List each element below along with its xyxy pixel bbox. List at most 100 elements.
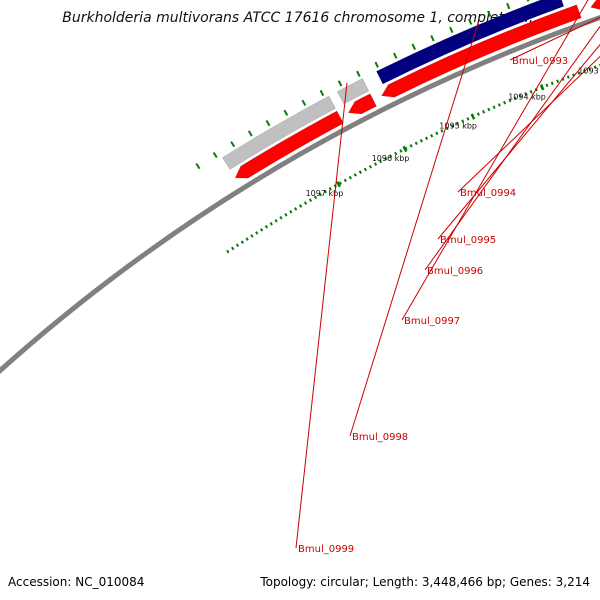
scale-dot	[394, 151, 398, 156]
scale-dot	[466, 117, 470, 121]
outer-scale-tick	[356, 70, 361, 78]
scale-dot	[430, 133, 434, 138]
outer-scale-tick	[337, 80, 343, 87]
outer-scale-tick	[301, 99, 307, 106]
gene-label: Bmul_0996	[427, 266, 483, 277]
scale-dot	[259, 228, 264, 232]
scale-dot	[440, 129, 444, 133]
scale-tick	[470, 113, 476, 120]
label-layer: Bmul_0993 Bmul_0994 Bmul_0995 Bmul_0996 Bmul…	[295, 0, 600, 555]
backbone-ring	[0, 15, 600, 375]
scale-dot	[303, 201, 308, 205]
scale-tick	[402, 145, 408, 153]
length-value: 3,448,466 bp	[421, 575, 502, 589]
outer-scale-tick	[468, 18, 473, 25]
cds-bmul-0998	[381, 4, 582, 98]
gene-label: Bmul_0998	[352, 432, 408, 443]
scale-tick-label: 1095 kbp	[439, 122, 477, 131]
scale-tick	[335, 180, 341, 188]
scale-dot	[235, 243, 240, 248]
scale-dot	[373, 162, 378, 166]
scale-dot	[313, 195, 318, 200]
scale-dot	[482, 110, 486, 114]
scale-dot	[348, 175, 352, 180]
sequence-stats: Topology: circular; Length: 3,448,466 bp…	[260, 575, 590, 589]
outer-scale-tick	[212, 151, 218, 159]
gene-label-leader	[509, 16, 600, 61]
scale-dot	[269, 222, 273, 226]
backbone-layer	[0, 15, 600, 375]
outer-scale-tick	[526, 0, 530, 2]
scale-dot	[240, 240, 244, 244]
gene-label: Bmul_0995	[440, 235, 496, 246]
scale-tick-label: 1093 kbp	[578, 66, 600, 75]
outer-scale-tick	[506, 2, 511, 10]
scale-dot	[231, 246, 235, 251]
scale-dot	[298, 204, 303, 208]
scale-dot	[518, 94, 522, 98]
scale-dot	[318, 192, 322, 197]
scale-dot	[353, 173, 357, 177]
outer-scale-tick	[430, 35, 435, 42]
accession-label: Accession:	[8, 575, 72, 589]
genes-value: 3,214	[555, 575, 590, 589]
scale-dot	[593, 65, 597, 69]
outer-scale-tick	[319, 89, 325, 97]
scale-dot	[435, 131, 439, 136]
scale-dot	[323, 189, 327, 194]
scale-dot	[363, 167, 367, 172]
outer-scale-tick	[195, 162, 201, 170]
scale-tick-label: 1096 kbp	[372, 154, 410, 163]
scale-dot	[328, 187, 332, 191]
scale-dot	[524, 92, 528, 96]
scale-dot	[476, 112, 480, 116]
length-label: Length:	[372, 575, 419, 589]
topology-value: circular	[320, 575, 365, 589]
scale-dot	[487, 107, 491, 112]
scale-dot	[226, 249, 230, 254]
outer-scale-tick	[265, 120, 271, 127]
scale-dot	[409, 144, 413, 148]
scale-dot	[308, 198, 313, 202]
gene-label-leader	[457, 55, 600, 193]
outer-scale-tick	[283, 109, 289, 116]
scale-dot	[245, 237, 249, 241]
scale-dot	[264, 224, 269, 229]
scale-dot	[529, 89, 533, 94]
cds-bmul-0997	[590, 0, 600, 10]
outer-scale-tick	[392, 52, 398, 59]
outer-scale-tick	[247, 130, 253, 137]
scale-dot	[358, 170, 362, 174]
cds-bmul-0999	[347, 93, 377, 115]
scale-dot	[284, 212, 288, 217]
gray-feature-bmul-1000	[221, 95, 336, 170]
scale-dot	[419, 138, 423, 143]
scale-dot	[343, 178, 347, 183]
scale-dot	[274, 218, 278, 223]
scale-tick-label: 1094 kbp	[508, 93, 546, 102]
gene-label-leader	[424, 25, 600, 271]
scale-dot	[424, 136, 429, 141]
gene-label-leader	[295, 83, 348, 549]
gene-label-leader	[349, 21, 480, 437]
scale-dot	[450, 124, 454, 128]
scale-dot	[556, 79, 560, 83]
scale-dot	[550, 81, 554, 86]
gene-label: Bmul_0993	[512, 56, 568, 67]
scale-dot	[368, 164, 372, 169]
gene-label-leader	[401, 0, 589, 321]
genes-label: Genes:	[509, 575, 552, 589]
map-title: Burkholderia multivorans ATCC 17616 chro…	[62, 10, 538, 26]
scale-dot	[566, 75, 570, 79]
topology-label: Topology:	[260, 575, 317, 589]
scale-dot	[289, 210, 293, 214]
scale-dot	[497, 103, 501, 107]
feature-layer	[221, 0, 600, 179]
scale-layer: 1090 kbp1091 kbp1092 kbp1093 kbp1094 kbp…	[195, 0, 600, 254]
gene-label: Bmul_0999	[298, 544, 354, 555]
scale-dot	[250, 234, 254, 238]
outer-scale-tick	[411, 43, 417, 51]
scale-dot	[414, 141, 418, 146]
scale-dot	[455, 121, 460, 126]
